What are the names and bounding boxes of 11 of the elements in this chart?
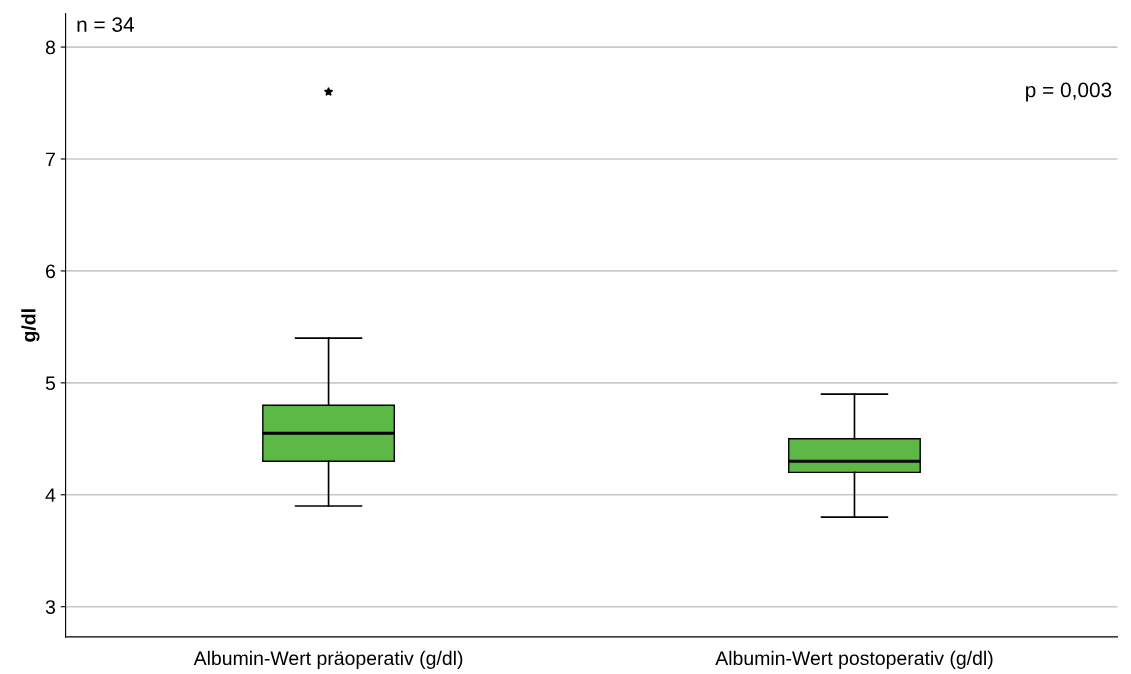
y-tick-label: 8	[45, 40, 56, 55]
y-tick-label: 7	[46, 152, 55, 167]
x-tick-label: Albumin-Wert präoperativ (g/dl)	[193, 650, 463, 669]
x-tick-label: Albumin-Wert postoperativ (g/dl)	[715, 650, 993, 669]
y-tick-label: 6	[46, 264, 56, 279]
y-axis-title: g/dl	[21, 309, 40, 342]
y-tick-label: 3	[45, 600, 56, 614]
annotation: p = 0,003	[1026, 82, 1112, 102]
y-tick-label: 4	[45, 488, 56, 502]
annotation: n = 34	[77, 17, 135, 32]
y-tick-label: 5	[45, 376, 56, 391]
